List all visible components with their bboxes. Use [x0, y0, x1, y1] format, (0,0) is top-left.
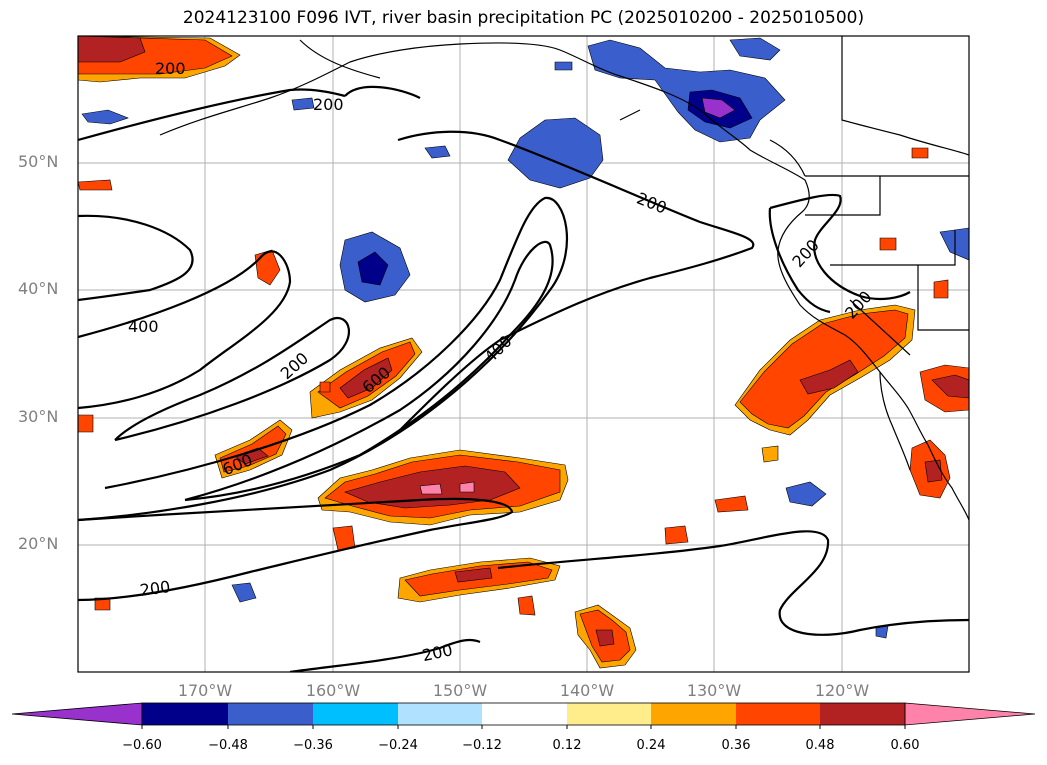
colorbar-extend-high: [904, 702, 1036, 726]
contour-label: 400: [128, 317, 159, 336]
lat-label-30n: 30°N: [18, 407, 59, 426]
lat-label-40n: 40°N: [18, 279, 59, 298]
colorbar-swatch: [736, 703, 820, 725]
lon-label-160w: 160°W: [305, 681, 361, 700]
colorbar-tick-label: 0.12: [552, 738, 582, 753]
contour-label: 200: [313, 95, 344, 114]
colorbar-tick-label: −0.48: [208, 738, 248, 753]
colorbar-tick-label: 0.24: [636, 738, 666, 753]
colorbar-swatch: [142, 703, 228, 725]
negative-precip-regions: [79, 37, 969, 639]
colorbar-tick-label: 0.60: [890, 738, 920, 753]
colorbar-swatch: [482, 703, 567, 725]
colorbar-tick-label: −0.24: [378, 738, 418, 753]
lat-label-50n: 50°N: [18, 152, 59, 171]
map-area: 200 200 200 400 200 600 400 600 200 200 …: [78, 36, 969, 672]
colorbar-swatch: [398, 703, 482, 725]
colorbar-tick-label: 0.48: [805, 738, 835, 753]
colorbar-swatch: [313, 703, 398, 725]
colorbar-extend-low: [11, 702, 143, 726]
colorbar-swatch: [567, 703, 651, 725]
positive-precip-regions: [78, 36, 969, 669]
map-frame: [77, 35, 970, 673]
colorbar-swatch: [228, 703, 313, 725]
lon-label-130w: 130°W: [686, 681, 742, 700]
ivt-contours: [78, 85, 969, 672]
colorbar-tick-label: −0.36: [293, 738, 333, 753]
map-title: 2024123100 F096 IVT, river basin precipi…: [182, 8, 865, 28]
colorbar-tick-label: −0.12: [462, 738, 502, 753]
colorbar-swatch: [820, 703, 905, 725]
contour-label: 200: [139, 577, 172, 600]
colorbar-swatch: [651, 703, 736, 725]
lat-label-20n: 20°N: [18, 534, 59, 553]
lon-label-120w: 120°W: [814, 681, 870, 700]
lon-label-150w: 150°W: [432, 681, 488, 700]
coastlines: [159, 36, 969, 521]
lon-label-140w: 140°W: [559, 681, 615, 700]
contour-label: 200: [155, 59, 186, 78]
lon-label-170w: 170°W: [177, 681, 233, 700]
colorbar-tick-label: 0.36: [721, 738, 751, 753]
colorbar: [11, 702, 1036, 729]
colorbar-tick-label: −0.60: [122, 738, 162, 753]
